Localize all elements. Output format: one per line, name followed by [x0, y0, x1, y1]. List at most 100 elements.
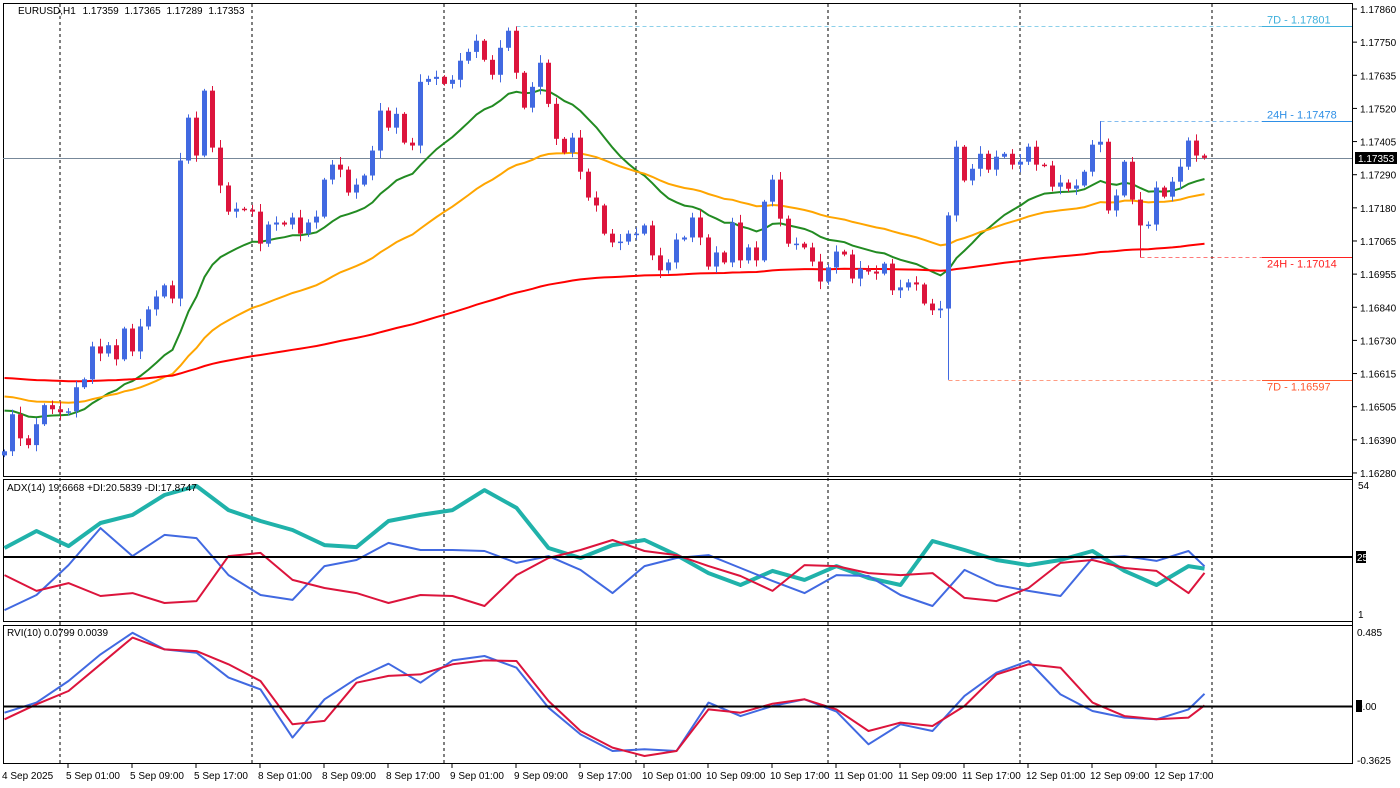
time-tick-label: 12 Sep 09:00	[1090, 771, 1150, 782]
rvi-pane[interactable]	[3, 625, 1353, 764]
candle-body	[1010, 153, 1015, 165]
bear-candle	[114, 339, 119, 366]
bear-candle	[26, 435, 31, 449]
current-price-label: 1.17353	[1358, 154, 1395, 165]
candle-body	[706, 237, 711, 267]
candle-body	[306, 222, 311, 234]
candle-body	[346, 169, 351, 193]
di-line	[4, 527, 1206, 612]
adx-pane[interactable]	[3, 479, 1353, 622]
candle-body	[258, 211, 263, 244]
bear-candle	[50, 400, 55, 414]
time-axis[interactable]: 4 Sep 2025 5 Sep 01:00 5 Sep 09:00 5 Sep 17…	[2, 763, 1353, 783]
price-tick-label: 1.16505	[1360, 403, 1397, 414]
time-tick-label: 11 Sep 09:00	[898, 771, 957, 782]
bull-candle	[906, 279, 911, 291]
candle-body	[378, 110, 383, 151]
candle-body	[858, 268, 863, 279]
candle-body	[330, 164, 335, 180]
price-axis[interactable]: 1.17860 1.17750 1.17635 1.17520 1.17405 1.172…	[1352, 3, 1397, 764]
bear-candle	[586, 168, 591, 201]
bear-candle	[282, 220, 287, 227]
candle-body	[290, 217, 295, 225]
bear-candle	[866, 265, 871, 275]
price-tick-label: 1.17520	[1360, 104, 1397, 115]
time-tick-label: 5 Sep 09:00	[130, 771, 184, 782]
candle-body	[218, 147, 223, 186]
candle-body	[1042, 164, 1047, 167]
candle-body	[618, 241, 623, 244]
bear-candle	[1042, 162, 1047, 168]
moving-averages	[4, 88, 1205, 419]
candle-body	[466, 51, 471, 61]
rvi-zero-tag	[1356, 700, 1362, 712]
bull-candle	[994, 150, 999, 176]
bear-candle	[546, 59, 551, 108]
candle-body	[986, 153, 991, 170]
ma-slow-line	[4, 242, 1205, 383]
bull-candle	[362, 173, 367, 187]
bear-candle	[930, 298, 935, 316]
bull-candle	[634, 227, 639, 240]
candle-body	[498, 47, 503, 75]
candle-body	[642, 225, 647, 234]
bull-candle	[42, 403, 47, 427]
bull-candle	[690, 212, 695, 243]
candle-body	[130, 328, 135, 352]
candle-body	[1114, 195, 1119, 211]
candle-body	[570, 137, 575, 153]
adx-level-tag	[1356, 551, 1366, 563]
candle-body	[410, 142, 415, 146]
candle-body	[82, 379, 87, 388]
candle-body	[418, 81, 423, 146]
candle-body	[730, 222, 735, 263]
candle-body	[682, 237, 687, 240]
candle-body	[1018, 161, 1023, 165]
candle-body	[930, 303, 935, 311]
bear-candle	[442, 75, 447, 86]
candle-body	[66, 411, 71, 413]
bull-candle	[1186, 137, 1191, 170]
candle-body	[42, 405, 47, 425]
candle-body	[714, 252, 719, 267]
bull-candle	[978, 146, 983, 177]
candle-body	[1002, 153, 1007, 157]
price-tick-label: 1.17065	[1360, 237, 1397, 248]
symbol-close: 1.17353	[208, 6, 245, 17]
candle-body	[586, 171, 591, 198]
bull-candle	[274, 216, 279, 231]
candle-body	[802, 243, 807, 248]
candle-body	[634, 233, 639, 236]
bear-candle	[514, 26, 519, 79]
candle-body	[954, 146, 959, 216]
bear-candle	[754, 241, 759, 267]
current-price-tag	[1355, 152, 1397, 164]
candle-body	[362, 175, 367, 185]
bear-candle	[578, 129, 583, 180]
candle-body	[658, 255, 663, 271]
bull-candle	[1146, 221, 1151, 229]
bull-candle	[82, 377, 87, 390]
candle-body	[58, 409, 63, 413]
bull-candle	[826, 264, 831, 285]
bear-candle	[602, 203, 607, 236]
price-tick-label: 1.17635	[1360, 71, 1397, 82]
bull-candle	[426, 75, 431, 86]
level-label: 24H - 1.17014	[1267, 259, 1337, 271]
bear-candle	[874, 265, 879, 280]
bull-candle	[1154, 181, 1159, 231]
bull-candle	[682, 235, 687, 242]
bear-candle	[346, 166, 351, 196]
price-tick-label: 1.16955	[1360, 270, 1397, 281]
bear-candle	[650, 220, 655, 261]
bull-candle	[626, 230, 631, 245]
bear-candle	[562, 137, 567, 155]
candle-body	[490, 59, 495, 75]
bull-candle	[434, 70, 439, 86]
candle-body	[962, 146, 967, 181]
bull-candle	[1122, 159, 1127, 198]
rvi-axis-max: 0.485	[1357, 628, 1382, 639]
bear-candle	[386, 107, 391, 131]
bull-candle	[770, 174, 775, 207]
